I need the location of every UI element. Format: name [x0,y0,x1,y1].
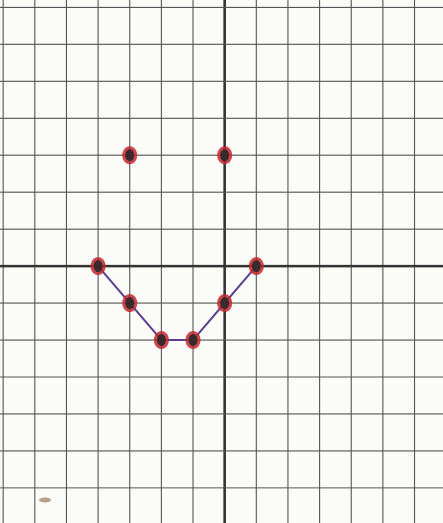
point [217,146,232,164]
point [249,257,264,275]
marker-dot [125,297,134,309]
point [91,257,106,275]
point [217,294,232,312]
smudge [39,498,51,503]
point [186,331,201,349]
chart [0,0,443,523]
point [122,294,137,312]
marker-dot [252,260,261,272]
marker-dot [220,297,229,309]
marker-dot [220,149,229,161]
marker-dot [125,149,134,161]
point [122,146,137,164]
marker-dot [157,334,166,346]
marker-dot [189,334,198,346]
marker-dot [94,260,103,272]
page: (() => { const data = JSON.parse(documen… [0,0,443,523]
point [154,331,169,349]
